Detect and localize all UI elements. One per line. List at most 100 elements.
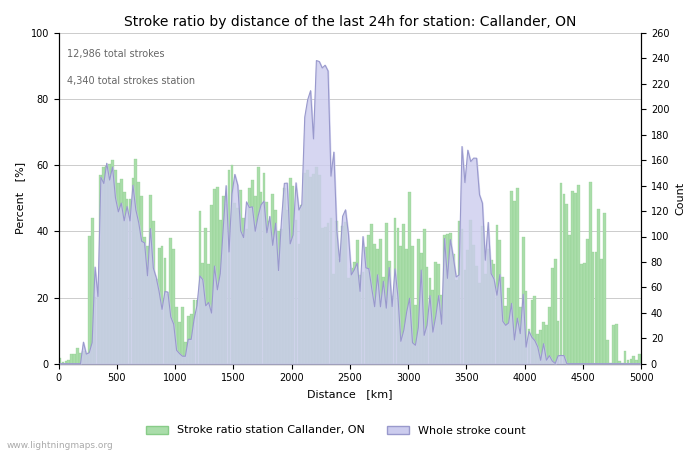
Bar — [452, 254, 454, 364]
Bar — [321, 228, 323, 364]
Bar — [376, 249, 379, 364]
Bar — [592, 252, 594, 364]
Legend: Stroke ratio station Callander, ON, Whole stroke count: Stroke ratio station Callander, ON, Whol… — [141, 421, 531, 440]
Bar — [117, 183, 120, 364]
Bar — [396, 228, 399, 364]
Bar — [213, 189, 216, 364]
Bar — [332, 274, 335, 364]
Text: 12,986 total strokes: 12,986 total strokes — [67, 50, 165, 59]
Bar — [484, 274, 486, 364]
Bar — [496, 225, 498, 364]
Bar — [94, 297, 97, 364]
Bar — [254, 196, 257, 364]
Bar — [274, 210, 277, 364]
Bar — [463, 270, 466, 364]
Bar — [568, 235, 571, 364]
Bar — [132, 178, 134, 364]
Bar — [309, 176, 312, 364]
Bar — [636, 360, 638, 364]
Bar — [129, 199, 132, 364]
Bar — [594, 252, 597, 364]
Bar — [446, 234, 449, 364]
Bar — [408, 192, 411, 364]
Text: 4,340 total strokes station: 4,340 total strokes station — [67, 76, 195, 86]
Bar — [228, 170, 230, 364]
Bar — [152, 221, 155, 364]
Bar — [536, 334, 539, 364]
Bar — [428, 278, 431, 364]
Bar — [574, 193, 577, 364]
Bar — [612, 325, 615, 364]
Bar — [431, 291, 434, 364]
Bar — [102, 166, 105, 364]
Bar — [510, 191, 513, 364]
Bar — [486, 249, 489, 364]
Bar — [242, 218, 245, 364]
Bar — [356, 239, 358, 364]
Bar — [318, 175, 321, 364]
Bar — [283, 188, 286, 364]
Bar — [545, 325, 548, 364]
Bar — [475, 266, 478, 364]
Bar — [59, 358, 62, 364]
Bar — [341, 226, 344, 364]
Bar — [493, 264, 496, 364]
Bar — [155, 279, 158, 364]
Bar — [146, 246, 149, 364]
Bar — [335, 221, 338, 364]
Bar — [388, 261, 391, 364]
Bar — [91, 218, 94, 364]
Bar — [126, 199, 129, 364]
Bar — [417, 239, 420, 364]
Bar — [618, 361, 621, 364]
Bar — [402, 224, 405, 364]
Bar — [295, 220, 298, 364]
Bar — [385, 223, 388, 364]
Bar — [298, 243, 300, 364]
Bar — [577, 185, 580, 364]
Bar — [338, 259, 341, 364]
Bar — [603, 213, 606, 364]
Bar — [140, 196, 143, 364]
Bar — [248, 188, 251, 364]
Bar — [426, 267, 428, 364]
Text: www.lightningmaps.org: www.lightningmaps.org — [7, 441, 113, 450]
Bar — [122, 192, 125, 364]
Bar — [589, 182, 591, 364]
Bar — [268, 221, 271, 364]
Bar — [292, 186, 295, 364]
Bar — [97, 289, 99, 364]
Bar — [134, 159, 137, 364]
Bar — [272, 194, 274, 364]
Bar — [435, 262, 438, 364]
Bar — [559, 183, 562, 364]
Bar — [516, 188, 519, 364]
Bar — [187, 316, 190, 364]
Bar — [362, 271, 365, 364]
Bar — [169, 238, 172, 364]
Bar — [548, 307, 551, 364]
Bar — [64, 361, 67, 364]
Bar — [554, 259, 556, 364]
Bar — [327, 223, 330, 364]
Bar — [344, 221, 347, 364]
Bar — [382, 277, 385, 364]
Bar — [210, 205, 213, 364]
Bar — [542, 322, 545, 364]
Bar — [286, 210, 288, 364]
Bar — [303, 173, 306, 364]
Bar — [277, 231, 280, 364]
Bar — [82, 351, 85, 364]
Bar — [615, 324, 617, 364]
Bar — [88, 236, 90, 364]
Bar — [443, 235, 446, 364]
Bar — [504, 306, 507, 364]
Bar — [626, 360, 629, 364]
Bar — [85, 353, 88, 364]
Bar — [438, 264, 440, 364]
Bar — [368, 235, 370, 364]
Bar — [67, 360, 70, 364]
Bar — [199, 211, 202, 364]
Bar — [222, 196, 225, 364]
Bar — [379, 239, 382, 364]
